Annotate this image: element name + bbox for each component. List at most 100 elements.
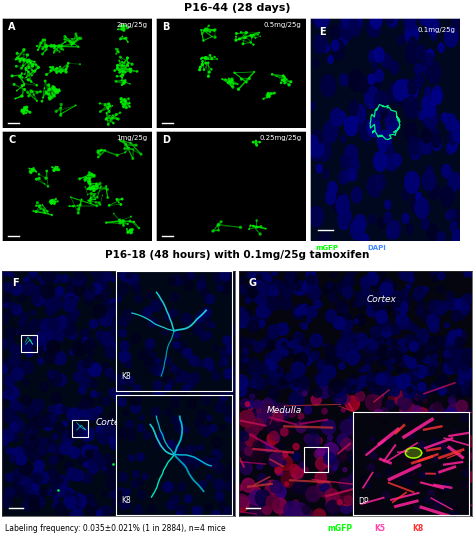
Circle shape	[448, 172, 460, 191]
Circle shape	[296, 422, 306, 432]
Circle shape	[256, 294, 267, 305]
Circle shape	[373, 490, 380, 497]
Circle shape	[3, 267, 10, 276]
Point	[113, 195, 120, 204]
Point	[95, 149, 103, 158]
Circle shape	[446, 500, 454, 508]
Circle shape	[190, 373, 200, 383]
Circle shape	[196, 479, 205, 489]
Circle shape	[414, 365, 427, 379]
Point	[278, 76, 286, 84]
Point	[29, 165, 36, 174]
Circle shape	[128, 309, 137, 319]
Circle shape	[134, 500, 142, 509]
Circle shape	[151, 469, 155, 474]
Circle shape	[427, 166, 432, 174]
Circle shape	[161, 366, 167, 373]
Circle shape	[82, 337, 88, 343]
Circle shape	[33, 473, 43, 484]
Circle shape	[309, 355, 315, 362]
Circle shape	[339, 171, 348, 184]
Text: G: G	[249, 278, 256, 288]
Circle shape	[373, 280, 383, 291]
Point	[74, 201, 82, 210]
Circle shape	[193, 381, 200, 388]
Point	[47, 196, 55, 205]
Point	[109, 112, 117, 120]
Circle shape	[316, 208, 323, 218]
Circle shape	[191, 379, 201, 389]
Point	[22, 106, 30, 114]
Circle shape	[338, 307, 347, 317]
Circle shape	[92, 343, 97, 348]
Circle shape	[335, 345, 346, 356]
Circle shape	[240, 399, 249, 408]
Circle shape	[281, 428, 288, 436]
Point	[51, 85, 59, 94]
Circle shape	[357, 384, 361, 388]
Circle shape	[379, 361, 383, 364]
Circle shape	[250, 380, 256, 387]
Point	[60, 46, 67, 54]
Point	[121, 144, 128, 153]
Circle shape	[370, 437, 374, 441]
Circle shape	[376, 374, 386, 385]
Circle shape	[206, 460, 219, 473]
Circle shape	[337, 339, 347, 349]
Circle shape	[295, 308, 301, 316]
Circle shape	[299, 304, 309, 314]
Circle shape	[446, 292, 454, 300]
Circle shape	[200, 376, 210, 387]
Point	[25, 56, 33, 65]
Circle shape	[106, 478, 117, 489]
Point	[27, 77, 35, 86]
Point	[43, 70, 50, 79]
Circle shape	[106, 347, 117, 358]
Point	[102, 184, 110, 193]
Circle shape	[114, 315, 119, 320]
Circle shape	[404, 462, 408, 466]
Circle shape	[256, 305, 269, 318]
Circle shape	[118, 385, 122, 390]
Circle shape	[422, 139, 433, 154]
Circle shape	[220, 384, 230, 395]
Point	[57, 110, 64, 119]
Circle shape	[29, 269, 37, 277]
Circle shape	[44, 421, 53, 431]
Circle shape	[392, 388, 399, 397]
Point	[53, 68, 61, 77]
Circle shape	[174, 277, 182, 286]
Circle shape	[115, 373, 122, 380]
Circle shape	[374, 47, 384, 62]
Point	[120, 77, 128, 86]
Circle shape	[181, 448, 187, 455]
Circle shape	[282, 460, 286, 465]
Point	[81, 175, 89, 184]
Circle shape	[344, 320, 353, 329]
Circle shape	[457, 363, 466, 372]
Point	[48, 211, 55, 219]
Point	[121, 67, 129, 76]
Circle shape	[129, 320, 140, 331]
Point	[20, 81, 27, 90]
Point	[74, 209, 82, 218]
Point	[35, 63, 42, 72]
Circle shape	[290, 277, 295, 283]
Circle shape	[24, 429, 38, 444]
Circle shape	[210, 353, 221, 364]
Point	[53, 88, 60, 96]
Circle shape	[345, 116, 358, 135]
Circle shape	[261, 506, 267, 514]
Circle shape	[406, 284, 411, 289]
Circle shape	[3, 409, 17, 423]
Circle shape	[89, 286, 95, 292]
Point	[84, 196, 92, 205]
Circle shape	[353, 338, 360, 345]
Point	[118, 97, 125, 106]
Point	[57, 42, 64, 51]
Circle shape	[373, 326, 377, 331]
Circle shape	[386, 338, 392, 345]
Circle shape	[397, 374, 410, 388]
Circle shape	[406, 479, 413, 486]
Circle shape	[24, 343, 31, 351]
